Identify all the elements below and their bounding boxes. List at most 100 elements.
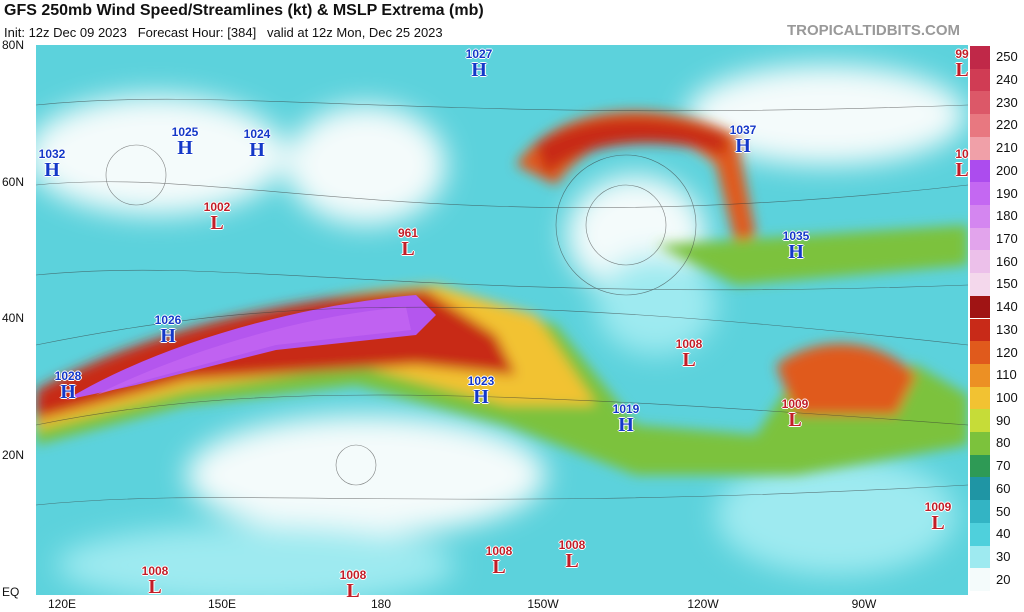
colorbar-label: 250 <box>996 49 1018 65</box>
colorbar-swatch <box>970 432 990 455</box>
pressure-value: 1028 <box>54 369 82 383</box>
colorbar-swatch <box>970 46 990 69</box>
pressure-value: 1008 <box>675 337 703 351</box>
pressure-value: 1023 <box>467 374 495 388</box>
colorbar-label: 30 <box>996 548 1011 564</box>
pressure-center: 1027 H <box>466 48 493 80</box>
pressure-letter: L <box>401 238 415 260</box>
pressure-center: 1009 L <box>925 501 952 533</box>
colorbar-swatch <box>970 568 990 591</box>
colorbar-label: 100 <box>996 389 1018 405</box>
pressure-value: 1025 <box>171 125 199 139</box>
colorbar-label: 70 <box>996 458 1011 474</box>
lat-label: 40N <box>2 311 25 325</box>
lon-label: 150E <box>207 597 237 611</box>
colorbar-label: 120 <box>996 344 1018 360</box>
pressure-center: 1008 L <box>559 539 586 571</box>
credit: TROPICALTIDBITS.COM <box>787 22 961 39</box>
colorbar-label: 180 <box>996 208 1018 224</box>
pressure-letter: H <box>44 159 60 181</box>
subtitle: Init: 12z Dec 09 2023 Forecast Hour: [38… <box>4 25 443 40</box>
lon-label: 180 <box>370 597 392 611</box>
colorbar-swatch <box>970 545 990 569</box>
colorbar-swatch <box>970 182 990 205</box>
pressure-value: 1027 <box>465 47 493 61</box>
pressure-value: 1032 <box>38 147 66 161</box>
colorbar-swatch <box>970 500 990 523</box>
colorbar-label: 80 <box>996 435 1011 451</box>
pressure-center: 1026 H <box>155 314 182 346</box>
pressure-center: 1037 H <box>730 124 757 156</box>
pressure-center: 1025 H <box>172 126 199 158</box>
colorbar-label: 140 <box>996 299 1018 315</box>
colorbar-label: 90 <box>996 412 1011 428</box>
pressure-center: 1019 H <box>613 403 640 435</box>
pressure-value: 1009 <box>924 500 952 514</box>
pressure-value: 1008 <box>141 564 169 578</box>
colorbar-label: 150 <box>996 276 1018 292</box>
colorbar-swatch <box>970 522 990 546</box>
colorbar-swatch <box>970 477 990 501</box>
pressure-value: 1009 <box>781 397 809 411</box>
colorbar-label: 170 <box>996 231 1018 247</box>
lon-label: 120W <box>687 597 719 611</box>
pressure-value: 99 <box>955 47 969 61</box>
pressure-value: 961 <box>397 226 419 240</box>
colorbar-label: 200 <box>996 162 1018 178</box>
colorbar-label: 190 <box>996 185 1018 201</box>
pressure-letter: L <box>788 409 802 431</box>
colorbar-label: 220 <box>996 117 1018 133</box>
lat-label: 80N <box>2 38 25 52</box>
colorbar-label: 240 <box>996 72 1018 88</box>
colorbar-label: 50 <box>996 503 1011 519</box>
pressure-letter: H <box>618 414 634 436</box>
colorbar-swatch <box>970 204 990 228</box>
map <box>36 45 968 595</box>
pressure-center: 1008 L <box>486 545 513 577</box>
colorbar-label: 160 <box>996 253 1018 269</box>
pressure-value: 1008 <box>558 538 586 552</box>
colorbar-swatch <box>970 114 990 137</box>
pressure-center: 961 L <box>398 227 418 259</box>
pressure-value: 1026 <box>154 313 182 327</box>
pressure-letter: L <box>931 512 945 534</box>
colorbar-label: 20 <box>996 571 1011 587</box>
pressure-letter: H <box>249 139 265 161</box>
pressure-letter: H <box>735 135 751 157</box>
pressure-center: 1008 L <box>340 569 367 601</box>
colorbar-swatch <box>970 363 990 387</box>
pressure-center: 10 L <box>955 148 968 180</box>
colorbar-label: 230 <box>996 94 1018 110</box>
pressure-value: 1008 <box>339 568 367 582</box>
pressure-letter: H <box>471 59 487 81</box>
colorbar-swatch <box>970 273 990 296</box>
lon-label: 150W <box>527 597 559 611</box>
pressure-letter: L <box>955 59 969 81</box>
pressure-letter: H <box>473 386 489 408</box>
pressure-letter: H <box>788 241 804 263</box>
colorbar-swatch <box>970 454 990 478</box>
colorbar-swatch <box>970 136 990 160</box>
pressure-value: 1002 <box>203 200 231 214</box>
colorbar-swatch <box>970 68 990 92</box>
pressure-value: 1024 <box>243 127 271 141</box>
pressure-letter: L <box>492 556 506 578</box>
title: GFS 250mb Wind Speed/Streamlines (kt) & … <box>4 2 484 19</box>
pressure-value: 10 <box>955 147 969 161</box>
pressure-letter: L <box>955 159 969 181</box>
pressure-value: 1008 <box>485 544 513 558</box>
colorbar-swatch <box>970 409 990 433</box>
pressure-letter: H <box>60 381 76 403</box>
pressure-letter: L <box>210 212 224 234</box>
pressure-value: 1019 <box>612 402 640 416</box>
pressure-value: 1037 <box>729 123 757 137</box>
colorbar-swatch <box>970 341 990 364</box>
lat-label: 20N <box>2 448 25 462</box>
colorbar-swatch <box>970 227 990 251</box>
pressure-letter: L <box>346 580 360 602</box>
pressure-center: 1032 H <box>39 148 66 180</box>
colorbar-swatch <box>970 250 990 274</box>
colorbar-swatch <box>970 386 990 410</box>
colorbar-label: 110 <box>996 367 1017 383</box>
lat-label: 60N <box>2 175 25 189</box>
